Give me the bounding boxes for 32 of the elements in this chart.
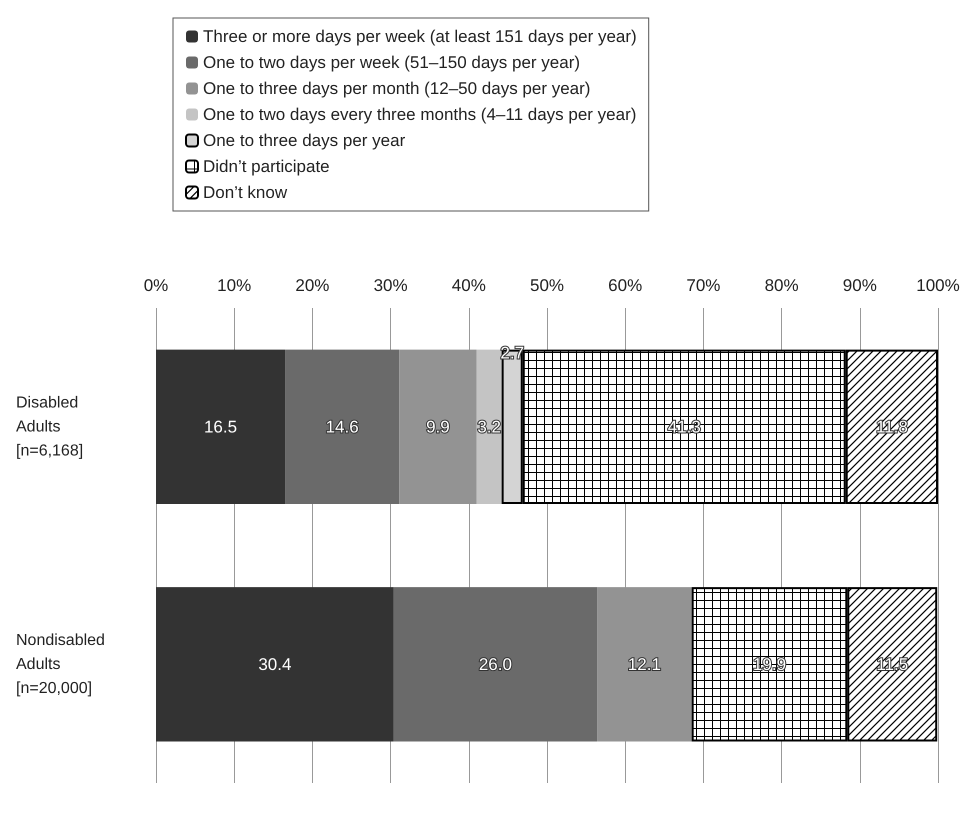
data-label: 30.4 bbox=[258, 654, 292, 674]
x-tick-label: 0% bbox=[144, 276, 168, 295]
x-tick-label: 50% bbox=[530, 276, 564, 295]
legend-label: One to three days per month (12–50 days per year) bbox=[203, 79, 590, 98]
data-label: 3.2 bbox=[477, 417, 501, 436]
legend-label: One to two days every three months (4–11 days per year) bbox=[203, 105, 636, 124]
y-tick-label: Disabled Adults [n=6,168] bbox=[16, 394, 84, 460]
x-tick-label: 10% bbox=[217, 276, 252, 295]
x-tick-label: 90% bbox=[842, 276, 877, 295]
x-tick-label: 20% bbox=[295, 276, 330, 295]
legend-label: Three or more days per week (at least 151 days per year) bbox=[203, 27, 637, 46]
bar bbox=[156, 587, 394, 742]
x-tick-label: 30% bbox=[374, 276, 408, 295]
legend-label: One to two days per week (51–150 days per year) bbox=[203, 53, 580, 72]
y-tick-label: Nondisabled Adults [n=20,000] bbox=[16, 632, 105, 697]
data-label: 14.6 bbox=[326, 417, 359, 436]
legend-label: Don’t know bbox=[203, 183, 288, 202]
data-label: 9.9 bbox=[426, 417, 450, 436]
data-label: 16.5 bbox=[204, 417, 238, 436]
bar bbox=[285, 350, 400, 504]
x-tick-label: 60% bbox=[608, 276, 642, 295]
bar bbox=[476, 350, 502, 504]
data-label: 12.1 bbox=[628, 654, 661, 674]
bar bbox=[394, 587, 598, 742]
legend-label: Didn’t participate bbox=[203, 157, 330, 176]
x-tick-label: 40% bbox=[452, 276, 486, 295]
data-label: 26.0 bbox=[478, 654, 512, 674]
bar bbox=[156, 350, 286, 504]
x-tick-label: 100% bbox=[916, 276, 960, 295]
x-tick-label: 80% bbox=[764, 276, 799, 295]
x-tick-label: 70% bbox=[686, 276, 720, 295]
legend-label: One to three days per year bbox=[203, 131, 406, 150]
